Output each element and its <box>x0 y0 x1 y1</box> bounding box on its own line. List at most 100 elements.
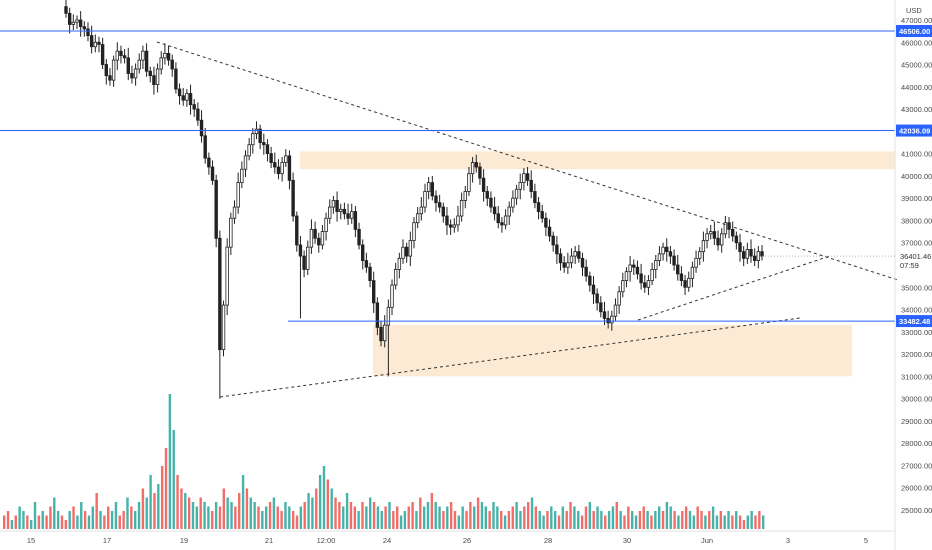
volume-bar <box>735 511 738 529</box>
volume-bar <box>264 506 268 529</box>
candle-body <box>577 251 581 259</box>
volume-bar <box>407 506 410 529</box>
volume-bar <box>677 515 680 529</box>
volume-bar <box>403 511 407 529</box>
candle-body <box>320 231 325 246</box>
volume-bar <box>238 493 241 529</box>
candle-body <box>401 246 405 259</box>
candle-body <box>111 59 116 81</box>
volume-bar <box>565 511 568 529</box>
volume-bar <box>53 497 56 529</box>
volume-bar <box>684 506 688 529</box>
candle-body <box>86 28 90 36</box>
candle-body <box>302 255 306 270</box>
volume-bar <box>476 497 480 529</box>
candle-body <box>207 157 211 168</box>
y-tick-label: 31000.00 <box>901 372 932 381</box>
candle-body <box>437 202 442 208</box>
y-tick-label: 34000.00 <box>901 306 932 315</box>
volume-bar <box>145 497 148 529</box>
volume-bar <box>268 502 272 529</box>
candle-body <box>665 246 669 253</box>
volume-bar <box>338 502 341 529</box>
volume-bar <box>99 511 102 529</box>
volume-bar <box>334 497 337 529</box>
y-tick-label: 47000.00 <box>901 16 932 25</box>
candle-body <box>709 231 713 235</box>
volume-bar <box>434 502 437 529</box>
x-tick-label: 12:00 <box>317 536 336 545</box>
candle-body <box>635 266 640 275</box>
candle-body <box>313 228 317 239</box>
candle-body <box>258 128 262 143</box>
volume-bar <box>91 506 95 529</box>
candle-body <box>339 208 343 212</box>
y-tick-label: 28000.00 <box>901 439 932 448</box>
volume-bar <box>295 515 299 529</box>
volume-bar <box>654 511 657 529</box>
volume-bar <box>453 511 457 529</box>
volume-bar <box>550 506 553 529</box>
volume-bar <box>241 475 245 529</box>
volume-bar <box>33 502 37 529</box>
volume-bar <box>64 520 68 529</box>
volume-bar <box>18 506 21 529</box>
candle-body <box>690 266 695 279</box>
volume-bar <box>326 479 330 529</box>
candle-body <box>741 251 746 259</box>
candle-body <box>643 282 647 288</box>
candle-body <box>738 242 742 253</box>
candle-body <box>657 253 662 261</box>
currency-label: USD <box>906 6 922 15</box>
volume-bar <box>411 502 414 529</box>
candle-body <box>357 228 361 246</box>
candle-body <box>408 240 413 257</box>
candle-body <box>492 206 497 215</box>
volume-bar <box>37 515 41 529</box>
volume-bar <box>673 511 676 529</box>
x-tick-label: 28 <box>544 536 552 545</box>
candle-body <box>364 260 369 268</box>
resistance-mid-tag-label: 42036.09 <box>899 127 930 136</box>
candle-body <box>441 206 446 217</box>
volume-bar <box>315 488 318 529</box>
candle-body <box>624 271 629 281</box>
candle-body <box>390 284 394 308</box>
candle-body <box>254 128 259 134</box>
candle-body <box>126 57 130 74</box>
x-tick-label: Jun <box>701 536 713 545</box>
resistance-upper-tag <box>896 25 932 38</box>
candle-body <box>115 50 119 61</box>
x-tick-label: 15 <box>27 536 35 545</box>
last-price-tag <box>896 249 932 272</box>
volume-bar <box>727 511 730 529</box>
volume-bar <box>149 475 152 529</box>
candle-body <box>386 306 391 326</box>
volume-bar <box>72 506 75 529</box>
x-tick-label: 3 <box>786 536 790 545</box>
candle-body <box>533 191 537 204</box>
volume-bar <box>503 515 507 529</box>
candle-body <box>196 108 200 121</box>
candle-body <box>174 68 178 90</box>
volume-bar <box>103 515 106 529</box>
candle-body <box>423 191 427 208</box>
volume-bar <box>249 497 252 529</box>
candle-body <box>375 302 380 328</box>
candle-body <box>280 162 284 175</box>
candle-body <box>452 224 456 228</box>
y-tick-label: 43000.00 <box>901 105 932 114</box>
candle-body <box>335 200 339 212</box>
candle-body <box>694 257 698 268</box>
candle-body <box>317 237 321 246</box>
volume-bar <box>480 502 484 529</box>
volume-bar <box>542 515 545 529</box>
volume-bar <box>681 511 684 529</box>
volume-bar <box>538 511 541 529</box>
x-tick-label: 19 <box>180 536 188 545</box>
volume-bar <box>76 515 79 529</box>
volume-bar <box>577 511 580 529</box>
volume-bar <box>280 511 283 529</box>
candle-body <box>463 191 467 201</box>
